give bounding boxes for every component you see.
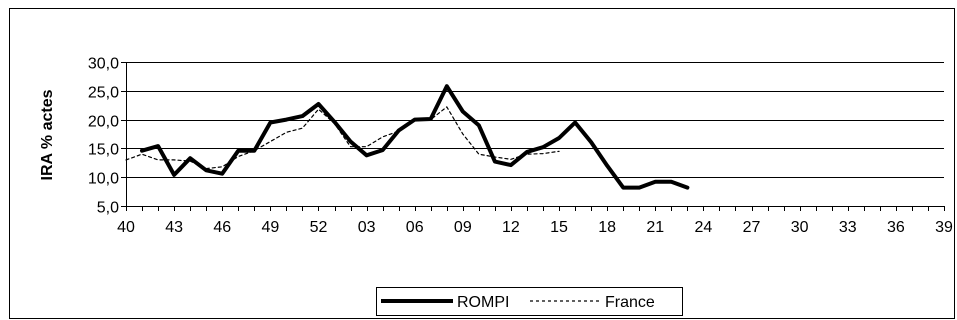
x-tick-label: 18: [598, 219, 616, 236]
y-tick-labels: 5,0 10,0 15,0 20,0 25,0 30,0: [88, 56, 119, 217]
y-tick-label: 20,0: [88, 114, 119, 131]
x-tick-label: 12: [502, 219, 520, 236]
y-tick-label: 15,0: [88, 142, 119, 159]
legend-label-france: France: [605, 294, 655, 311]
legend-label-rompi: ROMPI: [457, 294, 509, 311]
x-tick-label: 46: [213, 219, 231, 236]
x-tick-label: 27: [743, 219, 761, 236]
x-tick-labels: 40 43 46 49 52 03 06 09 12 15 18 21 24 27 30 33 36 39: [117, 219, 953, 236]
y-tick-label: 30,0: [88, 56, 119, 73]
axes: [121, 62, 945, 211]
y-tick-label: 25,0: [88, 85, 119, 102]
x-tick-label: 15: [550, 219, 568, 236]
chart-frame: [9, 8, 955, 319]
y-tick-label: 10,0: [88, 171, 119, 188]
series-lines: [125, 84, 690, 190]
x-tick-label: 21: [646, 219, 664, 236]
gridlines: [126, 62, 944, 178]
x-tick-label: 43: [165, 219, 183, 236]
x-tick-label: 06: [406, 219, 424, 236]
x-tick-label: 09: [454, 219, 472, 236]
x-tick-label: 24: [695, 219, 713, 236]
y-tick-label: 5,0: [97, 200, 119, 217]
x-tick-label: 33: [839, 219, 857, 236]
x-tick-label: 36: [887, 219, 905, 236]
legend: ROMPI France: [376, 287, 683, 316]
x-tick-label: 40: [117, 219, 135, 236]
x-tick-label: 49: [261, 219, 279, 236]
x-tick-label: 52: [310, 219, 328, 236]
x-tick-label: 03: [358, 219, 376, 236]
x-tick-label: 39: [935, 219, 953, 236]
x-tick-label: 30: [791, 219, 809, 236]
y-axis-title: IRA % actes: [39, 89, 56, 180]
series-line-rompi: [140, 84, 690, 190]
